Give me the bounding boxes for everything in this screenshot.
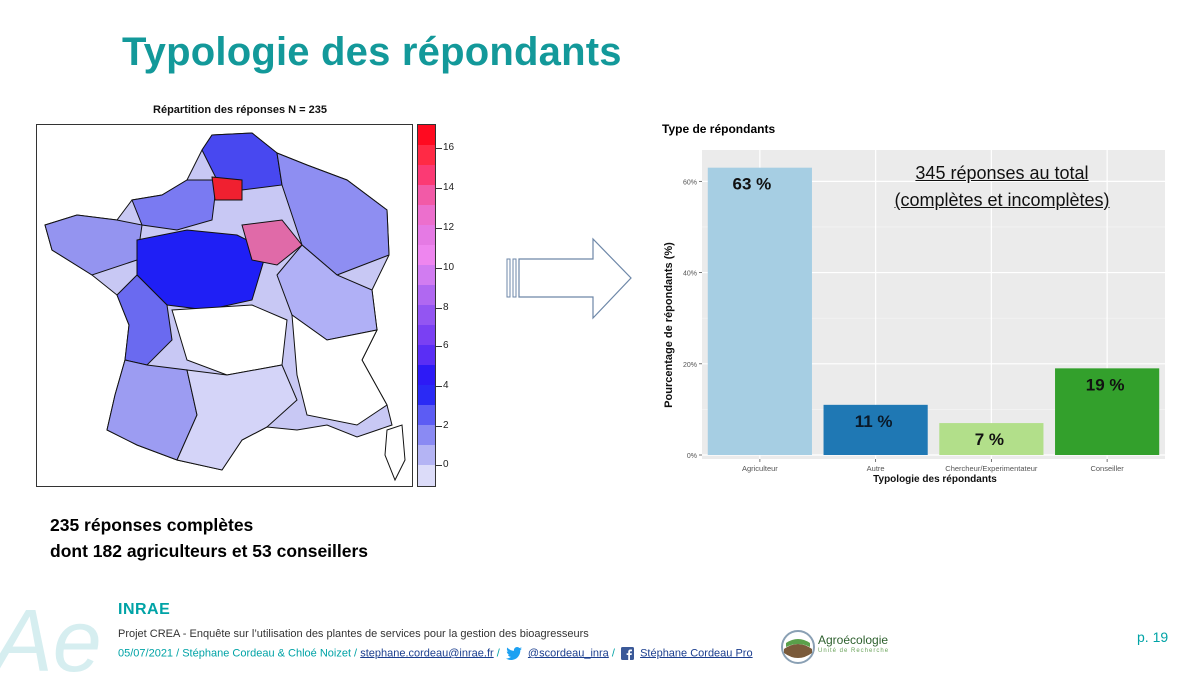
- bar-value-label: 19 %: [1086, 375, 1125, 394]
- footer-contact: 05/07/2021 / Stéphane Cordeau & Chloé No…: [118, 647, 753, 660]
- bar-conseiller: [1055, 368, 1160, 455]
- colorbar-tick: 2: [443, 420, 449, 431]
- twitter-link[interactable]: @scordeau_inra: [527, 647, 609, 660]
- map-colorbar: [417, 124, 436, 487]
- bar-value-label: 11 %: [855, 412, 893, 431]
- x-tick-label: Chercheur/Experimentateur: [945, 464, 1038, 473]
- france-map: [44, 132, 406, 482]
- facebook-link[interactable]: Stéphane Cordeau Pro: [640, 647, 753, 660]
- footer-date-authors: 05/07/2021 / Stéphane Cordeau & Chloé No…: [118, 647, 358, 660]
- map-region-normandy: [131, 179, 218, 231]
- y-tick-label: 0%: [687, 453, 697, 460]
- summary-line-2: dont 182 agriculteurs et 53 conseillers: [50, 541, 369, 561]
- map-region-bourgogne: [241, 219, 303, 266]
- twitter-icon: [505, 647, 522, 660]
- right-arrow-icon: [506, 237, 632, 320]
- chart-title: Type de répondants: [662, 122, 776, 136]
- map-panel: [36, 124, 413, 487]
- map-region-corsica: [384, 424, 406, 482]
- map-region-west: [116, 274, 173, 366]
- y-tick-label: 40%: [683, 271, 697, 278]
- facebook-icon: [621, 647, 634, 660]
- y-ticks: 0% 20% 40% 60%: [683, 179, 702, 460]
- x-ticks: Agriculteur Autre Chercheur/Experimentateu…: [742, 459, 1124, 473]
- colorbar-tick: 16: [443, 142, 455, 153]
- annotation-line-1: 345 réponses au total: [915, 163, 1089, 183]
- x-tick-label: Agriculteur: [742, 464, 778, 473]
- bar-agriculteur: [707, 167, 812, 455]
- map-caption: Répartition des réponses N = 235: [153, 104, 327, 116]
- slide-title: Typologie des répondants: [122, 30, 622, 74]
- bar-value-label: 63 %: [733, 175, 772, 194]
- summary-line-1: 235 réponses complètes: [50, 515, 254, 535]
- map-region-paris: [211, 176, 243, 201]
- colorbar-tick: 10: [443, 262, 455, 273]
- bar-autre: [823, 404, 928, 455]
- agroecologie-logo-subtitle: Unité de Recherche: [818, 648, 890, 654]
- bar-chercheur-experimentateur: [939, 423, 1044, 455]
- bar-value-label: 7 %: [975, 430, 1004, 449]
- bars: 63 % 11 % 7 % 19 %: [707, 167, 1160, 455]
- y-tick-label: 60%: [683, 179, 697, 186]
- chart-annotation: 345 réponses au total (complètes et inco…: [858, 160, 1146, 214]
- x-tick-label: Conseiller: [1090, 464, 1124, 473]
- email-link[interactable]: stephane.cordeau@inrae.fr: [360, 647, 494, 660]
- bar-chart: 63 %11 %7 %19 % 0%20%40%60% Agriculteur A…: [663, 150, 1165, 485]
- annotation-line-2: (complètes et incomplètes): [894, 190, 1110, 210]
- x-tick-label: Autre: [867, 464, 885, 473]
- map-region-north: [201, 132, 283, 191]
- colorbar-tick: 14: [443, 182, 455, 193]
- agroecologie-logo-icon: [781, 630, 815, 664]
- colorbar-tick: 8: [443, 302, 449, 313]
- ae-logo-icon: Ae: [0, 595, 102, 675]
- colorbar-tick: 4: [443, 380, 449, 391]
- summary-text: 235 réponses complètes dont 182 agricult…: [50, 512, 368, 564]
- map-region-east: [276, 152, 390, 276]
- colorbar-tick: 12: [443, 222, 455, 233]
- colorbar-tick: 0: [443, 459, 449, 470]
- map-region-alps: [291, 313, 388, 426]
- map-region-south: [176, 364, 298, 471]
- y-tick-label: 20%: [683, 362, 697, 369]
- svg-text:Ae: Ae: [0, 595, 102, 675]
- agroecologie-logo-text: Agroécologie: [818, 633, 889, 647]
- x-axis-label: Typologie des répondants: [873, 474, 997, 485]
- y-axis-label: Pourcentage de répondants (%): [663, 242, 675, 408]
- colorbar-tick: 6: [443, 340, 449, 351]
- inrae-logo: INRAE: [118, 601, 171, 618]
- footer-project: Projet CREA - Enquête sur l’utilisation …: [118, 628, 589, 640]
- page-number: p. 19: [1137, 629, 1169, 645]
